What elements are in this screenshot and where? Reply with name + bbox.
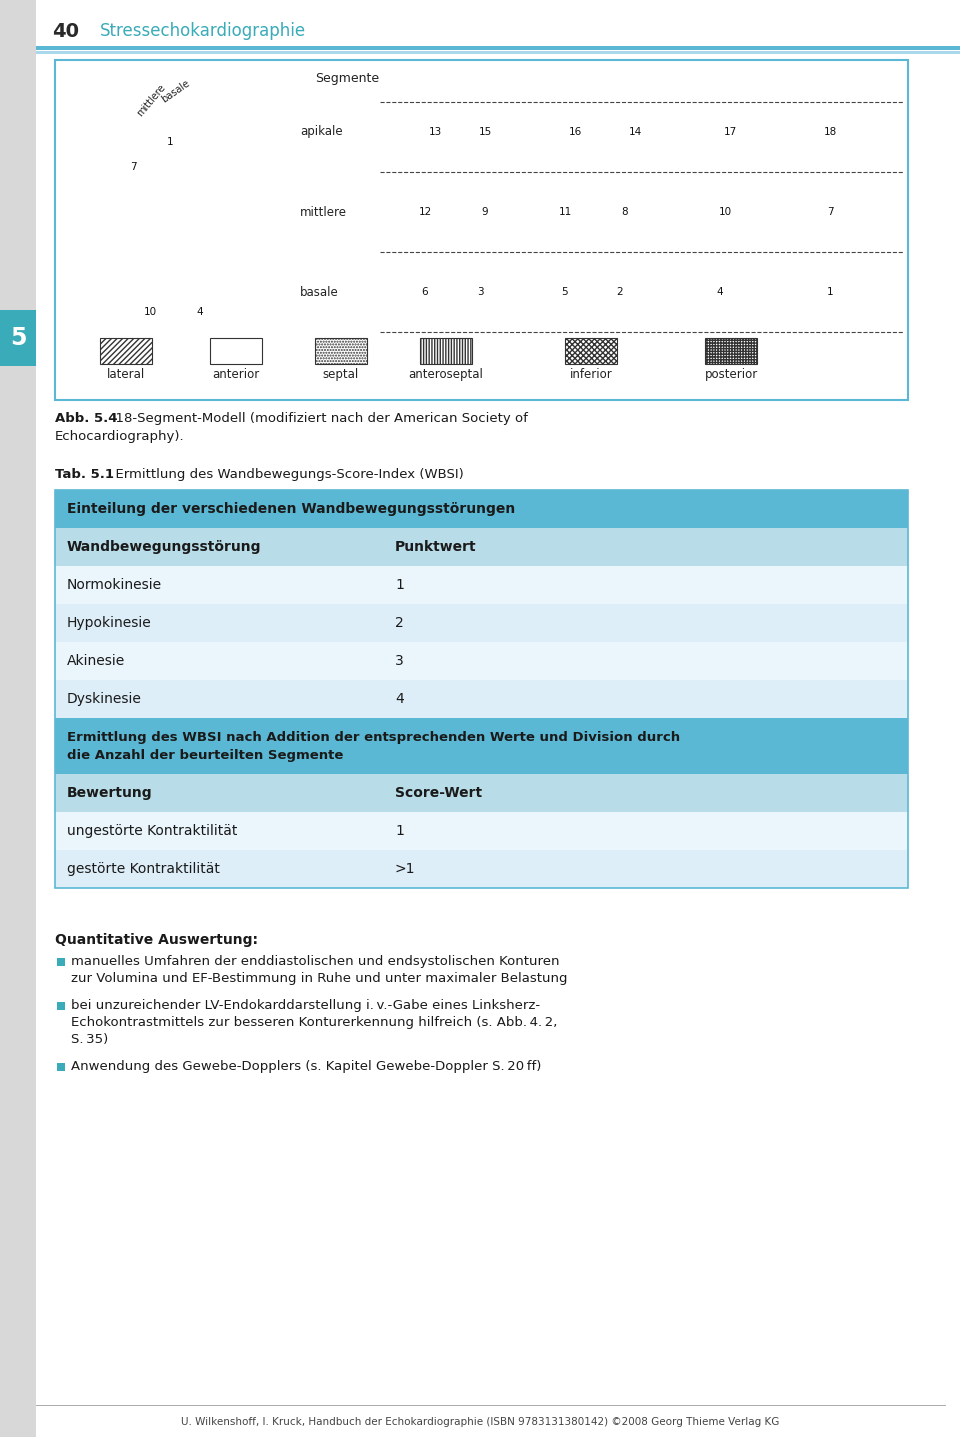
Bar (55, 680, 908, 718)
Text: 40: 40 (52, 22, 79, 42)
Bar (420, 338, 472, 364)
Text: mittlere: mittlere (135, 82, 167, 118)
Text: 18-Segment-Modell (modifiziert nach der American Society of: 18-Segment-Modell (modifiziert nach der … (107, 412, 528, 425)
Bar (565, 338, 617, 364)
Bar (55, 566, 908, 604)
Text: Echokontrastmittels zur besseren Konturerkennung hilfreich (s. Abb. 4. 2,: Echokontrastmittels zur besseren Konture… (71, 1016, 558, 1029)
Text: 5: 5 (562, 287, 568, 297)
Bar (55, 812, 908, 851)
Bar (36, 46, 960, 50)
Text: 12: 12 (419, 207, 432, 217)
Bar (100, 338, 152, 364)
Text: 8: 8 (622, 207, 628, 217)
Bar (210, 338, 262, 364)
Text: 1: 1 (827, 287, 833, 297)
Text: ungestörte Kontraktilität: ungestörte Kontraktilität (67, 823, 237, 838)
Text: Ermittlung des WBSI nach Addition der entsprechenden Werte und Division durch: Ermittlung des WBSI nach Addition der en… (67, 730, 680, 743)
Text: mittlere: mittlere (300, 205, 347, 218)
Bar (315, 338, 367, 364)
Text: basale: basale (300, 286, 339, 299)
Text: 1: 1 (395, 823, 404, 838)
Text: 9: 9 (482, 207, 489, 217)
Text: >1: >1 (395, 862, 416, 877)
Text: die Anzahl der beurteilten Segmente: die Anzahl der beurteilten Segmente (67, 749, 344, 762)
Bar (55, 718, 908, 775)
Text: 4: 4 (395, 693, 404, 706)
Text: 4: 4 (197, 308, 204, 318)
Text: lateral: lateral (107, 368, 145, 381)
Text: 3: 3 (395, 654, 404, 668)
Bar (0, 0, 36, 1437)
Text: 4: 4 (717, 287, 723, 297)
Bar (55, 490, 908, 888)
Bar (55, 490, 908, 527)
Bar (57, 1002, 65, 1010)
Bar (57, 1063, 65, 1071)
Text: 2: 2 (395, 616, 404, 629)
Text: 10: 10 (718, 207, 732, 217)
Text: 1: 1 (167, 137, 174, 147)
Bar (55, 527, 908, 566)
Text: Wandbewegungsstörung: Wandbewegungsstörung (67, 540, 261, 555)
Text: Score-Wert: Score-Wert (395, 786, 482, 800)
Text: 13: 13 (428, 126, 442, 137)
Bar (57, 958, 65, 966)
Text: 14: 14 (629, 126, 641, 137)
Text: Akinesie: Akinesie (67, 654, 125, 668)
Text: 5: 5 (10, 326, 26, 351)
Text: 11: 11 (559, 207, 571, 217)
Bar (55, 60, 908, 399)
Text: 6: 6 (421, 287, 428, 297)
Text: 7: 7 (130, 162, 136, 172)
Text: 1: 1 (395, 578, 404, 592)
Text: Abb. 5.4: Abb. 5.4 (55, 412, 117, 425)
Text: Ermittlung des Wandbewegungs-Score-Index (WBSI): Ermittlung des Wandbewegungs-Score-Index… (107, 468, 464, 481)
Text: inferior: inferior (569, 368, 612, 381)
Text: 16: 16 (568, 126, 582, 137)
Text: Bewertung: Bewertung (67, 786, 153, 800)
Text: Punktwert: Punktwert (395, 540, 476, 555)
Text: Hypokinesie: Hypokinesie (67, 616, 152, 629)
Text: Segmente: Segmente (315, 72, 379, 85)
Text: 18: 18 (824, 126, 836, 137)
Bar (705, 338, 757, 364)
Text: 10: 10 (143, 308, 156, 318)
Bar (55, 642, 908, 680)
Text: zur Volumina und EF-Bestimmung in Ruhe und unter maximaler Belastung: zur Volumina und EF-Bestimmung in Ruhe u… (71, 971, 567, 984)
Text: posterior: posterior (705, 368, 757, 381)
Text: 17: 17 (724, 126, 736, 137)
Bar (0, 310, 36, 366)
Text: apikale: apikale (300, 125, 343, 138)
Text: bei unzureichender LV-Endokarddarstellung i. v.-Gabe eines Linksherz-: bei unzureichender LV-Endokarddarstellun… (71, 999, 540, 1012)
Text: Dyskinesie: Dyskinesie (67, 693, 142, 706)
Text: anterior: anterior (212, 368, 259, 381)
Text: S. 35): S. 35) (71, 1033, 108, 1046)
Text: basale: basale (160, 78, 192, 105)
Text: U. Wilkenshoff, I. Kruck, Handbuch der Echokardiographie (ISBN 9783131380142) ©2: U. Wilkenshoff, I. Kruck, Handbuch der E… (180, 1417, 780, 1427)
Text: Einteilung der verschiedenen Wandbewegungsstörungen: Einteilung der verschiedenen Wandbewegun… (67, 502, 516, 516)
Text: anteroseptal: anteroseptal (409, 368, 484, 381)
Text: Tab. 5.1: Tab. 5.1 (55, 468, 114, 481)
Text: Normokinesie: Normokinesie (67, 578, 162, 592)
Bar (55, 604, 908, 642)
Bar (55, 851, 908, 888)
Text: septal: septal (323, 368, 359, 381)
Text: manuelles Umfahren der enddiastolischen und endsystolischen Konturen: manuelles Umfahren der enddiastolischen … (71, 956, 560, 969)
Text: Stressechokardiographie: Stressechokardiographie (100, 22, 306, 40)
Text: Anwendung des Gewebe-Dopplers (s. Kapitel Gewebe-Doppler S. 20 ff): Anwendung des Gewebe-Dopplers (s. Kapite… (71, 1061, 541, 1073)
Bar (55, 775, 908, 812)
Text: Echocardiography).: Echocardiography). (55, 430, 184, 443)
Text: 2: 2 (616, 287, 623, 297)
Text: 15: 15 (478, 126, 492, 137)
Text: gestörte Kontraktilität: gestörte Kontraktilität (67, 862, 220, 877)
Text: 3: 3 (477, 287, 483, 297)
Text: 7: 7 (827, 207, 833, 217)
Text: Quantitative Auswertung:: Quantitative Auswertung: (55, 933, 258, 947)
Bar (36, 50, 960, 55)
